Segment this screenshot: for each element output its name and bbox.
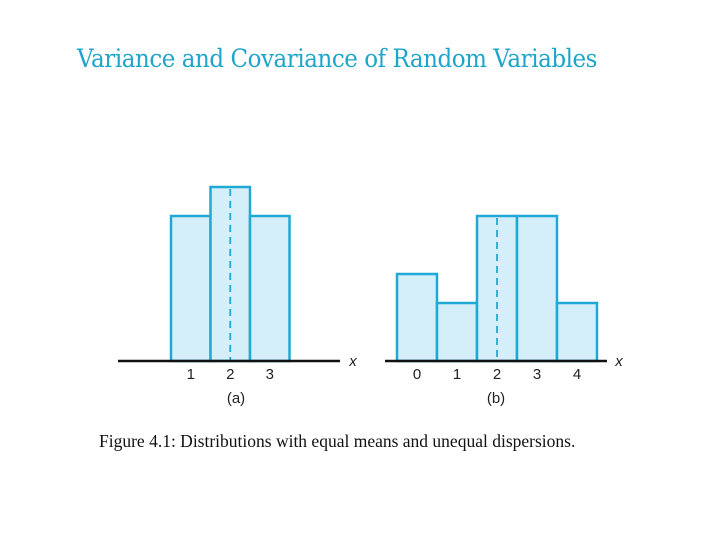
bar-b-x0	[395, 272, 439, 363]
bar-b-x3	[515, 214, 559, 363]
panel-label-a: (a)	[227, 390, 245, 407]
tick-label-b-1: 1	[453, 366, 461, 383]
panel-a-distribution: 1 2 3 x (a)	[118, 185, 357, 407]
axis-label-b: x	[614, 353, 623, 370]
bar-a-x3	[248, 214, 291, 363]
tick-label-b-0: 0	[413, 366, 421, 383]
tick-label-a-1: 1	[187, 366, 195, 383]
bars-b	[395, 214, 599, 363]
tick-label-b-3: 3	[533, 366, 541, 383]
bar-a-x1	[169, 214, 212, 363]
slide-title: Variance and Covariance of Random Variab…	[77, 44, 598, 73]
bar-b-x1	[435, 301, 479, 363]
tick-label-b-2: 2	[493, 366, 501, 383]
tick-label-b-4: 4	[573, 366, 581, 383]
panel-b-distribution: 0 1 2 3 4 x (b)	[385, 214, 623, 407]
bar-b-x4	[555, 301, 599, 363]
bars-a	[169, 185, 291, 363]
tick-label-a-3: 3	[266, 366, 274, 383]
tick-label-a-2: 2	[226, 366, 234, 383]
panel-label-b: (b)	[487, 390, 505, 407]
axis-label-a: x	[348, 353, 357, 370]
figure-caption: Figure 4.1: Distributions with equal mea…	[99, 431, 576, 451]
